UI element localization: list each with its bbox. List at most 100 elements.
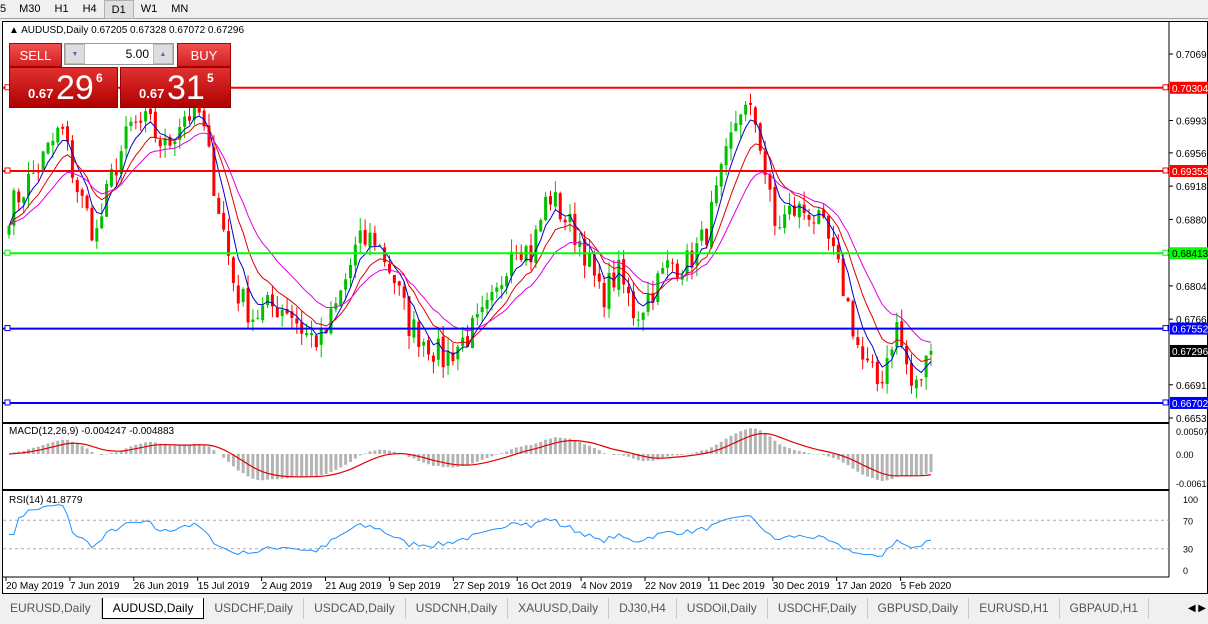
candle-body — [231, 257, 235, 283]
candle-body — [246, 287, 250, 323]
candle-body — [846, 298, 850, 302]
macd-histogram-bar — [339, 454, 343, 468]
candle-body — [139, 120, 143, 123]
macd-histogram-bar — [231, 454, 235, 467]
macd-histogram-bar — [924, 454, 928, 474]
timeframe-toolbar: 5 M30 H1 H4 D1 W1 MN — [0, 0, 1208, 19]
candle-body — [597, 273, 601, 282]
date-label: 7 Jun 2019 — [70, 581, 120, 592]
date-label: 2 Aug 2019 — [262, 581, 313, 592]
timeframe-d1[interactable]: D1 — [103, 0, 134, 19]
macd-histogram-bar — [797, 450, 801, 454]
candle-body — [661, 268, 665, 274]
chart-tab[interactable]: EURUSD,Daily — [0, 598, 102, 619]
timeframe-h1[interactable]: H1 — [54, 3, 69, 15]
candle-body — [675, 263, 679, 278]
macd-histogram-bar — [885, 454, 889, 481]
candle-body — [344, 279, 348, 290]
chart-tab[interactable]: USDCAD,Daily — [304, 598, 406, 619]
candle-body — [817, 210, 821, 224]
chart-tab[interactable]: DJ30,H4 — [609, 598, 677, 619]
candle-body — [358, 230, 362, 244]
macd-histogram-bar — [597, 450, 601, 454]
candle-body — [792, 205, 796, 216]
chart-tab[interactable]: AUDUSD,Daily — [101, 598, 205, 619]
chart-tab[interactable]: XAUUSD,Daily — [508, 598, 610, 619]
decrease-lot-button[interactable]: ▼ — [65, 44, 85, 64]
candle-body — [553, 192, 557, 207]
rsi-axis-label: 30 — [1183, 545, 1193, 555]
macd-histogram-bar — [690, 453, 694, 454]
candle-body — [431, 355, 435, 362]
macd-histogram-bar — [617, 454, 621, 455]
candle-body — [495, 287, 499, 292]
candle-body — [324, 330, 328, 334]
date-label: 21 Aug 2019 — [326, 581, 383, 592]
macd-histogram-bar — [139, 443, 143, 454]
chart-tab[interactable]: USDCNH,Daily — [406, 598, 509, 619]
chart-tab[interactable]: USDCHF,Daily — [768, 598, 868, 619]
lot-size-input[interactable]: 5.00 — [125, 47, 149, 61]
candle-body — [41, 151, 45, 170]
buy-button[interactable]: BUY — [177, 43, 231, 67]
candle-body — [807, 214, 811, 220]
candle-body — [119, 151, 123, 175]
tab-scroll-arrows[interactable]: ◀ ▶ — [1187, 603, 1206, 614]
candle-body — [758, 123, 762, 151]
level-handle — [4, 399, 11, 406]
rsi-axis-label: 0 — [1183, 566, 1188, 576]
buy-price-button[interactable]: 0.67 31 5 — [120, 67, 231, 108]
macd-histogram-bar — [666, 454, 670, 457]
increase-lot-button[interactable]: ▲ — [153, 44, 173, 64]
candle-body — [836, 245, 840, 260]
sell-button[interactable]: SELL — [9, 43, 62, 67]
candle-body — [592, 254, 596, 276]
macd-histogram-bar — [314, 454, 318, 477]
macd-histogram-bar — [680, 454, 684, 456]
macd-histogram-bar — [353, 454, 357, 459]
candle-body — [251, 319, 255, 322]
macd-histogram-bar — [197, 444, 201, 454]
timeframe-h4[interactable]: H4 — [82, 3, 97, 15]
macd-histogram-bar — [280, 454, 284, 479]
macd-histogram-bar — [475, 454, 479, 462]
candle-body — [768, 174, 772, 190]
macd-histogram-bar — [544, 439, 548, 454]
candle-body — [295, 318, 299, 324]
macd-histogram-bar — [909, 454, 913, 476]
macd-histogram-bar — [251, 454, 255, 479]
macd-histogram-bar — [358, 454, 362, 456]
chart-tab[interactable]: USDCHF,Daily — [204, 598, 305, 619]
timeframe-m30[interactable]: M30 — [19, 3, 41, 15]
timeframe-mn[interactable]: MN — [171, 3, 189, 15]
chart-tab[interactable]: GBPUSD,Daily — [868, 598, 970, 619]
current-price-label: 0.67296 — [1172, 347, 1208, 358]
timeframe-w1[interactable]: W1 — [140, 3, 158, 15]
candle-body — [261, 305, 265, 321]
sell-price-button[interactable]: 0.67 29 6 — [9, 67, 118, 108]
candle-body — [905, 346, 909, 365]
macd-histogram-bar — [407, 454, 411, 458]
macd-histogram-bar — [870, 454, 874, 479]
macd-histogram-bar — [768, 436, 772, 454]
timeframe-5[interactable]: 5 — [0, 3, 7, 15]
candle-body — [466, 336, 470, 347]
candle-body — [402, 286, 406, 298]
candle-body — [709, 201, 713, 248]
candle-body — [124, 126, 128, 149]
chart-tab[interactable]: GBPAUD,H1 — [1060, 598, 1150, 619]
macd-histogram-bar — [148, 441, 152, 454]
chart-tab[interactable]: USDOil,Daily — [677, 598, 768, 619]
candle-body — [105, 184, 109, 217]
macd-histogram-bar — [763, 433, 767, 454]
lot-size-stepper[interactable]: ▼ 5.00 ▲ — [64, 43, 174, 65]
candle-body — [285, 308, 289, 314]
candle-body — [919, 379, 923, 381]
chart-tab[interactable]: EURUSD,H1 — [969, 598, 1060, 619]
macd-histogram-bar — [739, 431, 743, 454]
candle-body — [914, 379, 918, 389]
